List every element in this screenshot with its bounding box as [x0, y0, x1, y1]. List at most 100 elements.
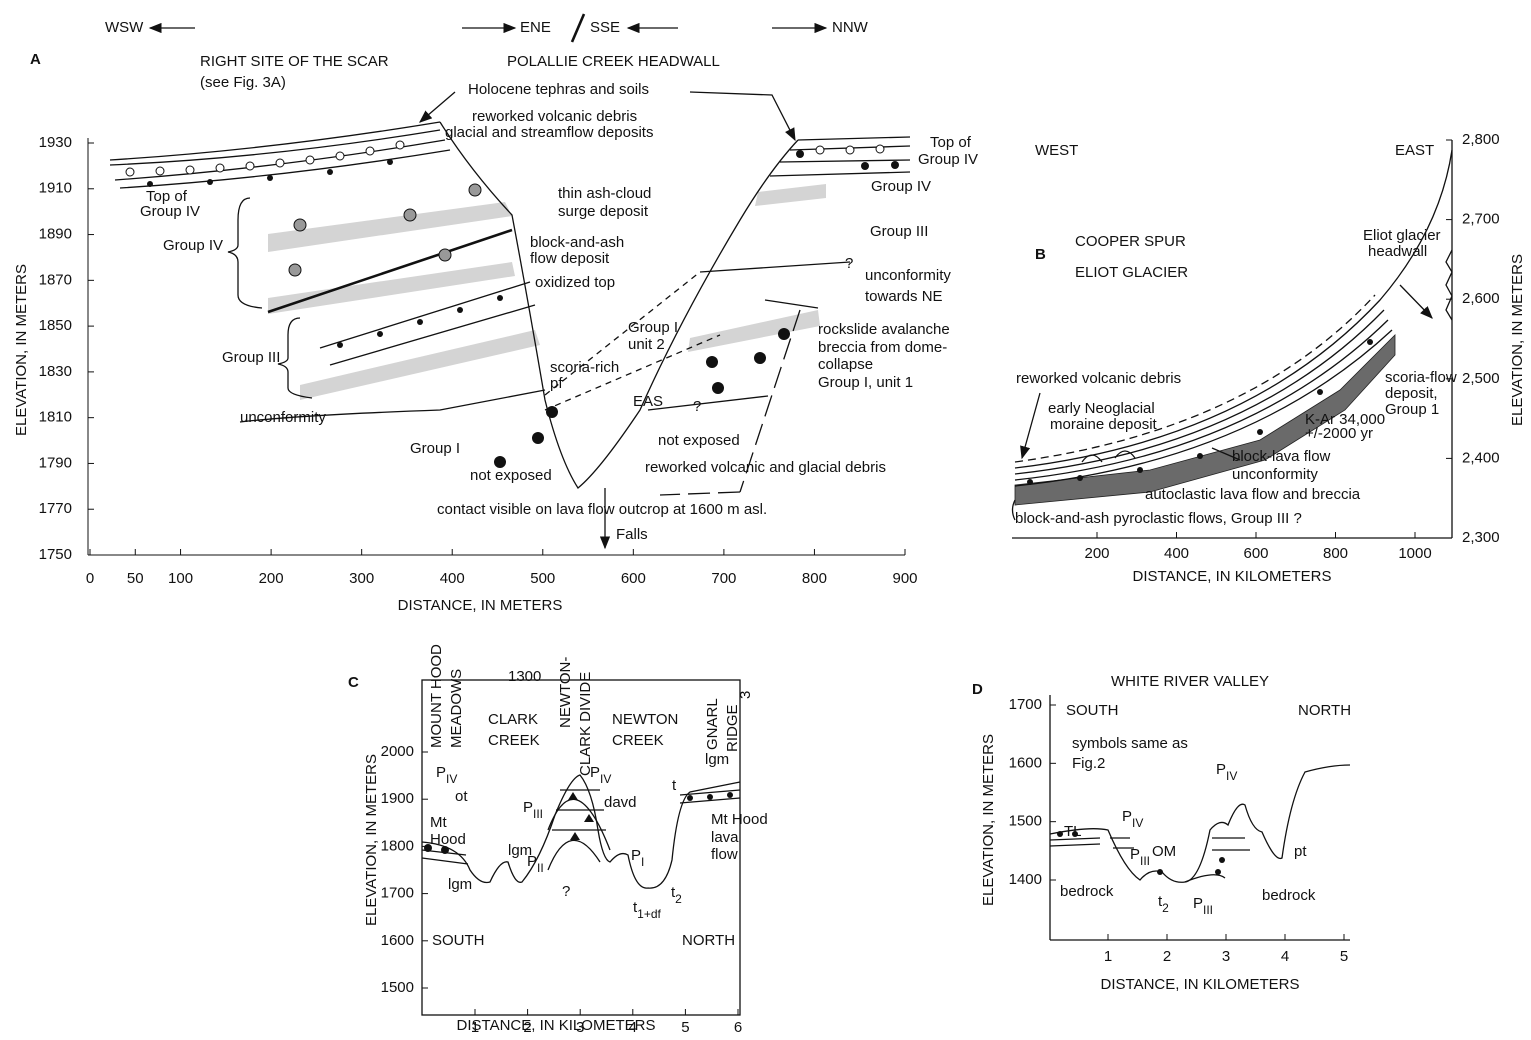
annotation: Group IV: [918, 151, 978, 168]
annotation: autoclastic lava flow and breccia: [1145, 486, 1361, 503]
annotation: glacial and streamflow deposits: [445, 124, 653, 141]
x-tick-label: 50: [127, 570, 144, 587]
y-axis-title: ELEVATION, IN METERS: [13, 264, 30, 436]
x-tick-label: 6: [734, 1019, 742, 1035]
annotation: EAS: [633, 393, 663, 410]
symbol-base: P: [1122, 808, 1132, 825]
symbol-base: P: [436, 764, 446, 781]
annotation: Mt: [430, 814, 447, 831]
vertical-label: MEADOWS: [448, 669, 465, 748]
annotation: t: [672, 777, 677, 794]
symbol-base: t: [633, 899, 638, 916]
panel-label: D: [972, 681, 983, 698]
annotation: reworked volcanic debris: [472, 108, 637, 125]
symbol-base: P: [590, 764, 600, 781]
y-axis-title: ELEVATION, IN METERS: [1509, 254, 1526, 426]
annotation: reworked volcanic debris: [1016, 370, 1181, 387]
symbol-base: P: [523, 799, 533, 816]
annotation: reworked volcanic and glacial debris: [645, 459, 886, 476]
x-tick-label: 2: [523, 1019, 531, 1035]
annotation: Holocene tephras and soils: [468, 81, 649, 98]
annotation: ?: [693, 398, 701, 415]
y-tick-label: 2,600: [1462, 290, 1500, 307]
direction-label: ENE: [520, 19, 551, 36]
annotation: ?: [845, 255, 853, 272]
annotation: ?: [562, 883, 570, 900]
x-tick-label: 3: [1222, 948, 1230, 965]
annotation: Falls: [616, 526, 648, 543]
annotation: Fig.2: [1072, 755, 1105, 772]
annotation: unconformity: [240, 409, 326, 426]
panel-label: B: [1035, 246, 1046, 263]
annotation: NORTH: [682, 932, 735, 949]
x-tick-label: 4: [629, 1019, 637, 1035]
x-tick-label: 500: [530, 570, 555, 587]
direction-label: NNW: [832, 19, 869, 36]
annotation: Group IV: [871, 178, 931, 195]
annotation: NORTH: [1298, 702, 1351, 719]
y-tick-label: 1700: [381, 885, 414, 902]
symbol-sub: III: [533, 807, 543, 821]
symbol-base: P: [1130, 846, 1140, 863]
annotation: OM: [1152, 843, 1176, 860]
annotation: thin ash-cloud: [558, 185, 651, 202]
annotation: towards NE: [865, 288, 943, 305]
y-tick-label: 1800: [381, 837, 414, 854]
symbol-sub: IV: [446, 772, 457, 786]
x-tick-label: 1: [471, 1019, 479, 1035]
symbol-label: t2: [671, 884, 682, 906]
annotation: lava: [711, 829, 739, 846]
symbol-label: t2: [1158, 893, 1169, 915]
annotation: Group I, unit 1: [818, 374, 913, 391]
annotation: 1300: [508, 668, 541, 685]
panel-header: RIGHT SITE OF THE SCAR: [200, 53, 389, 70]
annotation: early Neoglacial: [1048, 400, 1155, 417]
annotation: lgm: [448, 876, 472, 893]
vertical-label: NEWTON-: [557, 657, 574, 728]
vertical-label: CLARK DIVIDE: [577, 672, 594, 776]
symbol-sub: IV: [1226, 769, 1237, 783]
vertical-label: MOUNT HOOD: [428, 644, 445, 748]
annotation: NEWTON: [612, 711, 678, 728]
x-tick-label: 600: [1243, 545, 1268, 562]
symbol-base: P: [1193, 895, 1203, 912]
annotation: bedrock: [1262, 887, 1316, 904]
annotation: ot: [455, 788, 468, 805]
direction-label: SSE: [590, 19, 620, 36]
y-tick-label: 2,300: [1462, 529, 1500, 546]
y-tick-label: 2000: [381, 743, 414, 760]
annotation: unconformity: [1232, 466, 1318, 483]
annotation: lgm: [705, 751, 729, 768]
annotation: SOUTH: [432, 932, 485, 949]
symbol-label: PIII: [523, 799, 543, 821]
y-tick-label: 1600: [1009, 754, 1042, 771]
x-tick-label: 100: [168, 570, 193, 587]
annotation: block-lava flow: [1232, 448, 1331, 465]
direction-label: WSW: [105, 19, 144, 36]
annotation: deposit,: [1385, 385, 1438, 402]
y-tick-label: 1870: [39, 271, 72, 288]
annotation: contact visible on lava flow outcrop at …: [437, 501, 767, 518]
x-tick-label: 800: [802, 570, 827, 587]
panel-c-art: [421, 679, 741, 1016]
panel-label: A: [30, 51, 41, 68]
x-tick-label: 3: [576, 1019, 584, 1035]
annotation: Group IV: [163, 237, 223, 254]
x-axis-title: DISTANCE, IN KILOMETERS: [1101, 976, 1300, 993]
symbol-base: P: [527, 853, 537, 870]
annotation: Group I: [628, 319, 678, 336]
panel-label: C: [348, 674, 359, 691]
annotation: +/-2000 yr: [1305, 425, 1373, 442]
annotation: block-and-ash pyroclastic flows, Group I…: [1015, 510, 1302, 527]
annotation: unit 2: [628, 336, 665, 353]
panel-d-art: [1049, 695, 1351, 941]
annotation: symbols same as: [1072, 735, 1188, 752]
symbol-label: PI: [631, 847, 644, 869]
panel-b-art: [1011, 140, 1453, 539]
annotation: Eliot glacier: [1363, 227, 1441, 244]
symbol-label: PIV: [1122, 808, 1143, 830]
annotation: Top of: [146, 188, 188, 205]
annotation: block-and-ash: [530, 234, 624, 251]
x-tick-label: 1000: [1398, 545, 1431, 562]
